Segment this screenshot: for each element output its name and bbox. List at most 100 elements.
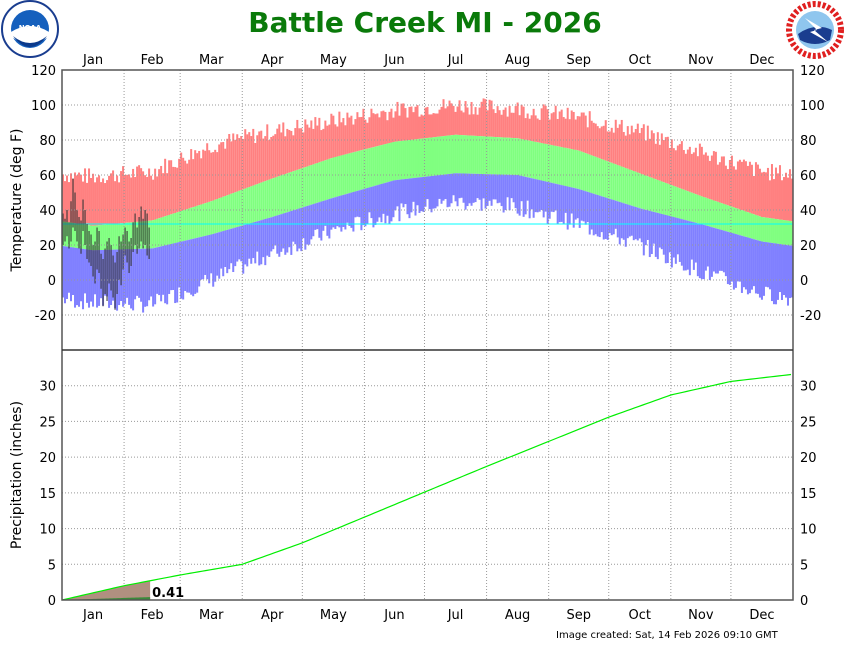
normal-range-bar bbox=[178, 211, 181, 243]
record-low-bar bbox=[566, 186, 569, 230]
normal-range-bar bbox=[232, 193, 235, 229]
record-low-bar bbox=[360, 189, 363, 231]
observed-temp-bar bbox=[120, 241, 122, 286]
record-low-bar bbox=[726, 231, 729, 285]
normal-range-bar bbox=[574, 149, 577, 189]
record-low-bar bbox=[186, 240, 189, 293]
record-high-bar bbox=[410, 106, 413, 140]
record-low-bar bbox=[328, 199, 331, 239]
record-low-bar bbox=[126, 249, 129, 298]
record-low-bar bbox=[786, 245, 789, 306]
record-low-bar bbox=[672, 217, 675, 258]
record-low-bar bbox=[352, 192, 355, 232]
normal-range-bar bbox=[454, 134, 457, 174]
record-high-bar bbox=[414, 106, 417, 140]
normal-range-bar bbox=[698, 195, 701, 224]
month-label-bottom: Sep bbox=[566, 608, 591, 623]
record-low-bar bbox=[430, 176, 433, 213]
record-high-bar bbox=[272, 135, 275, 179]
normal-range-bar bbox=[222, 196, 225, 232]
normal-range-bar bbox=[488, 136, 491, 175]
normal-range-bar bbox=[418, 138, 421, 178]
record-high-bar bbox=[320, 130, 323, 162]
normal-range-bar bbox=[164, 216, 167, 246]
normal-range-bar bbox=[634, 171, 637, 207]
record-high-bar bbox=[538, 119, 541, 143]
record-high-bar bbox=[96, 177, 99, 226]
record-high-bar bbox=[388, 111, 391, 144]
normal-range-bar bbox=[776, 219, 779, 244]
normal-range-bar bbox=[262, 181, 265, 220]
record-low-bar bbox=[134, 249, 137, 300]
observed-temp-bar bbox=[98, 231, 100, 273]
record-high-bar bbox=[686, 149, 689, 192]
observed-temp-bar bbox=[122, 234, 124, 270]
record-high-bar bbox=[362, 108, 365, 150]
normal-range-bar bbox=[366, 148, 369, 188]
record-low-bar bbox=[362, 189, 365, 226]
record-high-bar bbox=[344, 125, 347, 155]
record-high-bar bbox=[420, 114, 423, 139]
record-high-bar bbox=[348, 117, 351, 154]
record-high-bar bbox=[380, 111, 383, 146]
normal-range-bar bbox=[248, 187, 251, 224]
record-high-bar bbox=[166, 173, 169, 216]
record-low-bar bbox=[224, 230, 227, 267]
normal-range-bar bbox=[756, 215, 759, 241]
record-low-bar bbox=[312, 204, 315, 237]
record-high-bar bbox=[256, 135, 259, 185]
normal-range-bar bbox=[654, 179, 657, 213]
record-high-bar bbox=[286, 128, 289, 174]
normal-range-bar bbox=[696, 194, 699, 224]
record-high-bar bbox=[668, 147, 671, 185]
record-low-bar bbox=[512, 174, 515, 203]
observed-temp-bar bbox=[102, 259, 104, 307]
record-low-bar bbox=[508, 174, 511, 211]
normal-range-bar bbox=[784, 220, 787, 245]
record-high-bar bbox=[610, 127, 613, 163]
normal-range-bar bbox=[628, 169, 631, 206]
record-low-bar bbox=[790, 245, 793, 298]
record-low-bar bbox=[584, 191, 587, 225]
record-high-bar bbox=[406, 117, 409, 141]
record-high-bar bbox=[756, 164, 759, 216]
month-label-top: Oct bbox=[629, 53, 651, 68]
record-low-bar bbox=[316, 202, 319, 230]
normal-range-bar bbox=[388, 143, 391, 182]
record-high-bar bbox=[620, 119, 623, 167]
record-low-bar bbox=[420, 177, 423, 212]
record-low-bar bbox=[310, 204, 313, 240]
record-low-bar bbox=[98, 250, 101, 306]
record-low-bar bbox=[262, 219, 265, 258]
temp-tick-left: 0 bbox=[48, 274, 56, 289]
record-low-bar bbox=[192, 238, 195, 297]
normal-range-bar bbox=[764, 217, 767, 243]
normal-range-bar bbox=[650, 177, 653, 212]
normal-range-bar bbox=[304, 167, 307, 207]
record-low-bar bbox=[414, 177, 417, 216]
record-high-bar bbox=[676, 145, 679, 188]
record-low-bar bbox=[560, 185, 563, 222]
normal-range-bar bbox=[500, 137, 503, 175]
precip-tick-right: 10 bbox=[800, 523, 817, 538]
record-high-bar bbox=[144, 175, 147, 222]
record-low-bar bbox=[248, 223, 251, 259]
temp-tick-right: 120 bbox=[800, 64, 825, 79]
record-high-bar bbox=[206, 143, 209, 203]
record-low-bar bbox=[84, 249, 87, 294]
normal-range-bar bbox=[448, 135, 451, 174]
record-high-bar bbox=[730, 155, 733, 207]
record-low-bar bbox=[614, 200, 617, 229]
normal-range-bar bbox=[474, 135, 477, 174]
record-low-bar bbox=[446, 174, 449, 208]
normal-range-bar bbox=[546, 144, 549, 182]
normal-range-bar bbox=[648, 176, 651, 211]
record-high-bar bbox=[564, 118, 567, 148]
observed-temp-bar bbox=[148, 227, 150, 259]
normal-range-bar bbox=[478, 136, 481, 174]
normal-range-bar bbox=[280, 175, 283, 215]
record-high-bar bbox=[264, 136, 267, 182]
normal-range-bar bbox=[598, 158, 601, 196]
normal-range-bar bbox=[630, 170, 633, 206]
record-low-bar bbox=[518, 175, 521, 216]
